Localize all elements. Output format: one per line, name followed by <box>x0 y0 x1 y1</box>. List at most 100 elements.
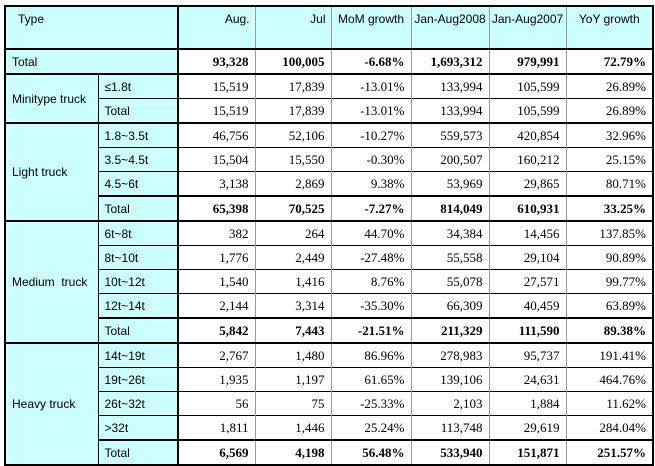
table-row: 12t~14t 2,144 3,314 -35.30% 66,309 40,45… <box>5 293 654 318</box>
group-label-light-truck: Light truck <box>4 122 98 221</box>
value-cell: -6.68% <box>330 48 412 74</box>
value-cell: 90.89% <box>565 245 654 270</box>
value-cell: 86.96% <box>330 342 412 368</box>
group-total-row: Total 65,398 70,525 -7.27% 814,049 610,9… <box>5 195 654 221</box>
value-cell: 75 <box>254 391 332 416</box>
header-aug-cell: Aug. <box>177 5 256 49</box>
value-cell: 9.38% <box>330 171 412 196</box>
value-cell: -35.30% <box>330 293 412 318</box>
value-cell: 1,480 <box>254 342 332 368</box>
value-cell: 533,940 <box>410 439 490 465</box>
value-cell: 1,416 <box>254 269 332 294</box>
header-jul-cell: Jul <box>254 5 332 49</box>
group-total-row: Total 5,842 7,443 -21.51% 211,329 111,59… <box>5 317 654 343</box>
value-cell: 52,106 <box>254 122 332 148</box>
row-label-cell: 3.5~4.5t <box>97 147 179 172</box>
value-cell: 17,839 <box>254 98 332 123</box>
group-total-row: Total 15,519 17,839 -13.01% 133,994 105,… <box>5 98 654 123</box>
value-cell: 27,571 <box>488 269 567 294</box>
value-cell: 65,398 <box>177 195 256 221</box>
value-cell: -21.51% <box>330 317 412 343</box>
value-cell: 2,767 <box>177 342 256 368</box>
value-cell: 4,198 <box>254 439 332 465</box>
value-cell: 200,507 <box>410 147 490 172</box>
value-cell: 251.57% <box>565 439 654 465</box>
value-cell: 29,619 <box>488 415 567 440</box>
value-cell: 1,935 <box>177 367 256 392</box>
value-cell: 2,449 <box>254 245 332 270</box>
value-cell: 95,737 <box>488 342 567 368</box>
group-label-medium-truck: Medium truck <box>4 220 98 343</box>
value-cell: 105,599 <box>488 73 567 99</box>
value-cell: 137.85% <box>565 220 654 246</box>
value-cell: 7,443 <box>254 317 332 343</box>
value-cell: 29,104 <box>488 245 567 270</box>
value-cell: 25.15% <box>565 147 654 172</box>
value-cell: 70,525 <box>254 195 332 221</box>
row-label-cell: Total <box>97 195 179 221</box>
value-cell: 133,994 <box>410 98 490 123</box>
header-type-cell: Type <box>4 5 179 49</box>
value-cell: 191.41% <box>565 342 654 368</box>
value-cell: 464.76% <box>565 367 654 392</box>
value-cell: 111,590 <box>488 317 567 343</box>
value-cell: 979,991 <box>488 48 567 74</box>
value-cell: -0.30% <box>330 147 412 172</box>
value-cell: 2,144 <box>177 293 256 318</box>
value-cell: 15,519 <box>177 73 256 99</box>
table-row: Minitype truck ≤1.8t 15,519 17,839 -13.0… <box>4 73 654 123</box>
table-row: Heavy truck 14t~19t 2,767 1,480 86.96% 2… <box>4 342 654 465</box>
value-cell: 814,049 <box>410 195 490 221</box>
table-row: 10t~12t 1,540 1,416 8.76% 55,078 27,571 … <box>5 269 654 294</box>
value-cell: 3,314 <box>254 293 332 318</box>
row-label-cell: 10t~12t <box>97 269 179 294</box>
grand-total-label: Total <box>4 48 179 74</box>
value-cell: 8.76% <box>330 269 412 294</box>
value-cell: -27.48% <box>330 245 412 270</box>
value-cell: 61.65% <box>330 367 412 392</box>
value-cell: 24,631 <box>488 367 567 392</box>
value-cell: 1,693,312 <box>410 48 490 74</box>
value-cell: 211,329 <box>410 317 490 343</box>
value-cell: 25.24% <box>330 415 412 440</box>
row-label-cell: 8t~10t <box>97 245 179 270</box>
value-cell: 160,212 <box>488 147 567 172</box>
grand-total-row: Total 93,328 100,005 -6.68% 1,693,312 97… <box>4 48 654 74</box>
row-label-cell: Total <box>97 439 179 465</box>
value-cell: 1,884 <box>488 391 567 416</box>
group-label-minitype-truck: Minitype truck <box>4 73 98 123</box>
value-cell: 56.48% <box>330 439 412 465</box>
value-cell: 264 <box>254 220 332 246</box>
value-cell: 17,839 <box>254 73 332 99</box>
value-cell: -13.01% <box>330 98 412 123</box>
row-label-cell: 6t~8t <box>97 220 179 246</box>
table-row: 19t~26t 1,935 1,197 61.65% 139,106 24,63… <box>5 367 654 392</box>
value-cell: 1,776 <box>177 245 256 270</box>
value-cell: 56 <box>177 391 256 416</box>
value-cell: 34,384 <box>410 220 490 246</box>
value-cell: 40,459 <box>488 293 567 318</box>
value-cell: 559,573 <box>410 122 490 148</box>
value-cell: 382 <box>177 220 256 246</box>
value-cell: 14,456 <box>488 220 567 246</box>
table-row: 26t~32t 56 75 -25.33% 2,103 1,884 11.62% <box>5 391 654 416</box>
value-cell: 139,106 <box>410 367 490 392</box>
row-label-cell: ≤1.8t <box>97 73 179 99</box>
value-cell: 15,519 <box>177 98 256 123</box>
value-cell: 33.25% <box>565 195 654 221</box>
value-cell: 2,103 <box>410 391 490 416</box>
value-cell: 284.04% <box>565 415 654 440</box>
row-label-cell: 14t~19t <box>97 342 179 368</box>
header-mom-growth-cell: MoM growth <box>330 5 412 49</box>
value-cell: -10.27% <box>330 122 412 148</box>
value-cell: 610,931 <box>488 195 567 221</box>
value-cell: -25.33% <box>330 391 412 416</box>
row-label-cell: Total <box>97 317 179 343</box>
value-cell: 32.96% <box>565 122 654 148</box>
value-cell: 53,969 <box>410 171 490 196</box>
value-cell: 11.62% <box>565 391 654 416</box>
header-janaug2007-cell: Jan-Aug2007 <box>488 5 567 49</box>
row-label-cell: 26t~32t <box>97 391 179 416</box>
value-cell: 113,748 <box>410 415 490 440</box>
value-cell: 26.89% <box>565 73 654 99</box>
